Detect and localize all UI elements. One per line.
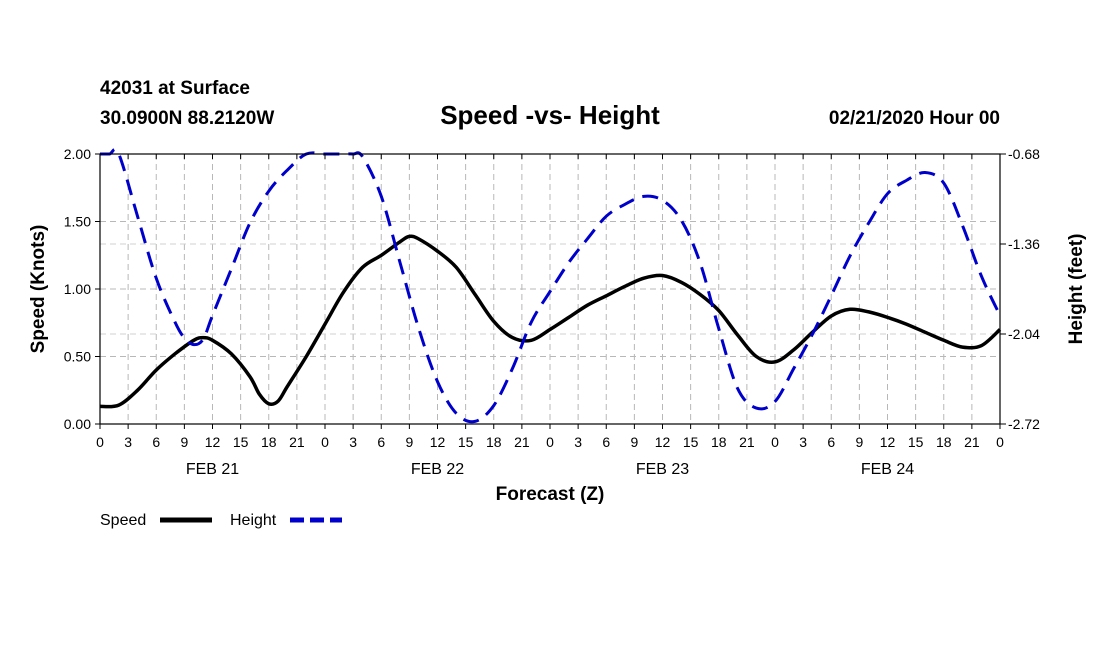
y-tick-label: 1.00	[64, 281, 91, 297]
series-line-height	[99, 147, 1002, 424]
x-tick-label: 3	[124, 434, 132, 450]
date-label: FEB 23	[636, 461, 689, 478]
date-label: FEB 21	[186, 461, 239, 478]
x-tick-label: 0	[546, 434, 554, 450]
x-axis-label: Forecast (Z)	[496, 484, 605, 505]
x-tick-label: 9	[855, 434, 863, 450]
y-axis-ticks: 0.00 0.50 1.00 1.50 2.00	[64, 146, 100, 432]
y-tick-label: 1.50	[64, 214, 91, 230]
x-tick-label: 0	[996, 434, 1004, 450]
legend-height-label: Height	[230, 512, 277, 529]
chart-title: Speed -vs- Height	[440, 100, 660, 130]
date-labels: FEB 21 FEB 22 FEB 23 FEB 24	[186, 461, 914, 478]
station-label: 42031 at Surface	[100, 78, 250, 99]
date-label: FEB 22	[411, 461, 464, 478]
x-tick-label: 9	[630, 434, 638, 450]
y2-axis-label: Height (feet)	[1066, 234, 1087, 345]
legend: Speed Height	[100, 512, 342, 529]
x-tick-label: 6	[827, 434, 835, 450]
x-tick-label: 12	[430, 434, 446, 450]
x-tick-label: 3	[799, 434, 807, 450]
series-group	[99, 147, 1002, 424]
x-tick-label: 3	[574, 434, 582, 450]
x-tick-label: 0	[96, 434, 104, 450]
y2-tick-label: -1.36	[1008, 236, 1040, 252]
x-tick-label: 9	[180, 434, 188, 450]
x-tick-label: 3	[349, 434, 357, 450]
series-line-speed	[99, 234, 1002, 409]
x-tick-label: 18	[486, 434, 502, 450]
x-tick-label: 6	[602, 434, 610, 450]
x-tick-label: 18	[261, 434, 277, 450]
x-tick-label: 18	[711, 434, 727, 450]
x-tick-label: 6	[377, 434, 385, 450]
y2-tick-label: -2.04	[1008, 326, 1040, 342]
x-tick-label: 6	[152, 434, 160, 450]
x-tick-label: 21	[514, 434, 530, 450]
y2-axis-ticks: -2.72 -2.04 -1.36 -0.68	[1000, 146, 1040, 432]
grid-lines	[100, 154, 1000, 424]
location-label: 30.0900N 88.2120W	[100, 108, 274, 129]
y-tick-label: 0.50	[64, 349, 91, 365]
x-tick-label: 15	[908, 434, 924, 450]
legend-speed-label: Speed	[100, 512, 146, 529]
x-axis-ticks: 0 3 6 9 12 15 18 21 0 3 6 9 12 15 18 21 0 3 6 9 12 15 18 21 0 3 6 9…	[96, 154, 1004, 450]
date-label: FEB 24	[861, 461, 914, 478]
x-tick-label: 21	[739, 434, 755, 450]
y-tick-label: 0.00	[64, 416, 91, 432]
x-tick-label: 0	[771, 434, 779, 450]
x-tick-label: 15	[458, 434, 474, 450]
forecast-date-label: 02/21/2020 Hour 00	[829, 108, 1000, 129]
y2-tick-label: -2.72	[1008, 416, 1040, 432]
x-tick-label: 15	[233, 434, 249, 450]
x-tick-label: 18	[936, 434, 952, 450]
x-tick-label: 21	[964, 434, 980, 450]
x-tick-label: 21	[289, 434, 305, 450]
x-tick-label: 15	[683, 434, 699, 450]
y-tick-label: 2.00	[64, 146, 91, 162]
x-tick-label: 12	[655, 434, 671, 450]
x-tick-label: 12	[205, 434, 221, 450]
x-tick-label: 0	[321, 434, 329, 450]
y-axis-label: Speed (Knots)	[28, 225, 49, 354]
y2-tick-label: -0.68	[1008, 146, 1040, 162]
x-tick-label: 12	[880, 434, 896, 450]
x-tick-label: 9	[405, 434, 413, 450]
